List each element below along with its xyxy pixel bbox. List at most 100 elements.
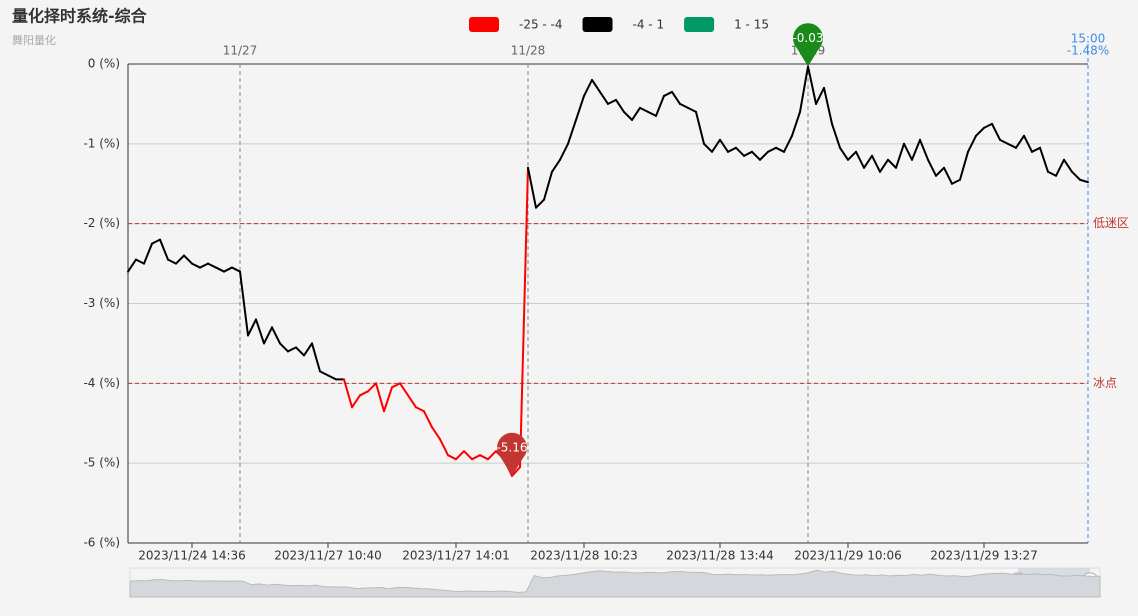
line-segment	[783, 134, 793, 153]
end-time: 15:00	[1071, 32, 1106, 46]
line-segment	[215, 266, 225, 273]
line-segment	[527, 166, 537, 209]
line-segment	[975, 126, 985, 137]
line-segment	[455, 450, 465, 461]
line-segment	[735, 146, 745, 157]
y-tick-label: -5 (%)	[83, 456, 120, 470]
line-segment	[1071, 170, 1081, 181]
line-segment	[751, 150, 761, 161]
mark-line-label: 低迷区	[1093, 216, 1129, 230]
line-segment	[695, 110, 705, 145]
line-segment	[815, 86, 825, 105]
line-segment	[759, 150, 769, 161]
line-segment	[151, 238, 161, 245]
line-segment	[839, 146, 849, 161]
y-tick-label: -2 (%)	[83, 216, 120, 230]
line-segment	[431, 426, 441, 441]
line-segment	[967, 134, 977, 153]
line-segment	[871, 154, 881, 173]
line-segment	[223, 266, 233, 273]
legend-label: 1 - 15	[734, 18, 769, 32]
line-segment	[639, 106, 649, 113]
y-tick-label: -4 (%)	[83, 376, 120, 390]
line-segment	[311, 342, 321, 373]
line-segment	[895, 142, 905, 169]
pin-label: -5.16	[496, 440, 527, 454]
line-segment	[719, 138, 729, 153]
mark-line-label: 冰点	[1093, 376, 1117, 390]
x-tick-label: 2023/11/29 13:27	[930, 549, 1038, 563]
line-segment	[255, 318, 265, 345]
line-segment	[855, 150, 865, 169]
line-segment	[127, 258, 137, 273]
pin-marker	[497, 432, 528, 476]
line-segment	[615, 98, 625, 113]
line-segment	[703, 142, 713, 153]
line-segment	[327, 374, 337, 381]
line-segment	[359, 390, 369, 397]
line-segment	[183, 254, 193, 265]
line-segment	[271, 326, 281, 345]
legend-swatch	[469, 17, 499, 32]
line-segment	[239, 270, 249, 337]
line-segment	[647, 110, 657, 117]
line-segment	[711, 138, 721, 153]
line-segment	[999, 138, 1009, 145]
line-segment	[439, 438, 449, 457]
line-segment	[959, 150, 969, 181]
line-segment	[287, 346, 297, 353]
line-segment	[135, 258, 145, 265]
x-tick-label: 2023/11/27 10:40	[274, 549, 382, 563]
line-segment	[247, 318, 257, 337]
line-segment	[663, 90, 673, 97]
line-segment	[583, 78, 593, 97]
line-segment	[207, 262, 217, 269]
line-segment	[671, 90, 681, 105]
line-segment	[295, 346, 305, 357]
line-segment	[607, 98, 617, 105]
line-segment	[159, 238, 169, 261]
line-segment	[863, 154, 873, 169]
line-segment	[231, 266, 241, 273]
line-segment	[1047, 170, 1057, 177]
line-segment	[911, 138, 921, 161]
x-tick-label: 2023/11/28 10:23	[530, 549, 638, 563]
line-segment	[479, 454, 489, 461]
legend-label: -25 - -4	[519, 18, 563, 32]
line-segment	[551, 158, 561, 173]
line-segment	[679, 102, 689, 109]
line-segment	[903, 142, 913, 161]
line-segment	[535, 198, 545, 209]
line-segment	[887, 158, 897, 169]
line-segment	[879, 158, 889, 173]
line-segment	[799, 65, 809, 113]
line-segment	[983, 122, 993, 129]
line-segment	[1015, 134, 1025, 149]
pin-marker	[793, 23, 823, 67]
line-segment	[823, 86, 833, 125]
line-segment	[447, 454, 457, 461]
line-segment	[631, 106, 641, 121]
legend-swatch	[684, 17, 715, 32]
line-segment	[623, 110, 633, 121]
line-segment	[943, 166, 953, 185]
x-tick-label: 2023/11/29 10:06	[794, 549, 902, 563]
line-segment	[399, 382, 409, 397]
line-segment	[575, 94, 585, 121]
line-segment	[415, 406, 425, 413]
line-segment	[487, 450, 497, 461]
line-segment	[1055, 158, 1065, 177]
line-segment	[471, 454, 481, 461]
line-segment	[935, 166, 945, 177]
y-tick-label: 0 (%)	[88, 57, 120, 71]
y-tick-label: -6 (%)	[83, 536, 120, 550]
line-segment	[951, 178, 961, 185]
legend-label: -4 - 1	[633, 18, 665, 32]
line-segment	[1039, 146, 1049, 173]
line-segment	[775, 146, 785, 153]
x-tick-label: 2023/11/27 14:01	[402, 549, 510, 563]
pin-label: -0.03	[792, 31, 823, 45]
legend-swatch	[582, 17, 613, 32]
line-segment	[831, 122, 841, 149]
